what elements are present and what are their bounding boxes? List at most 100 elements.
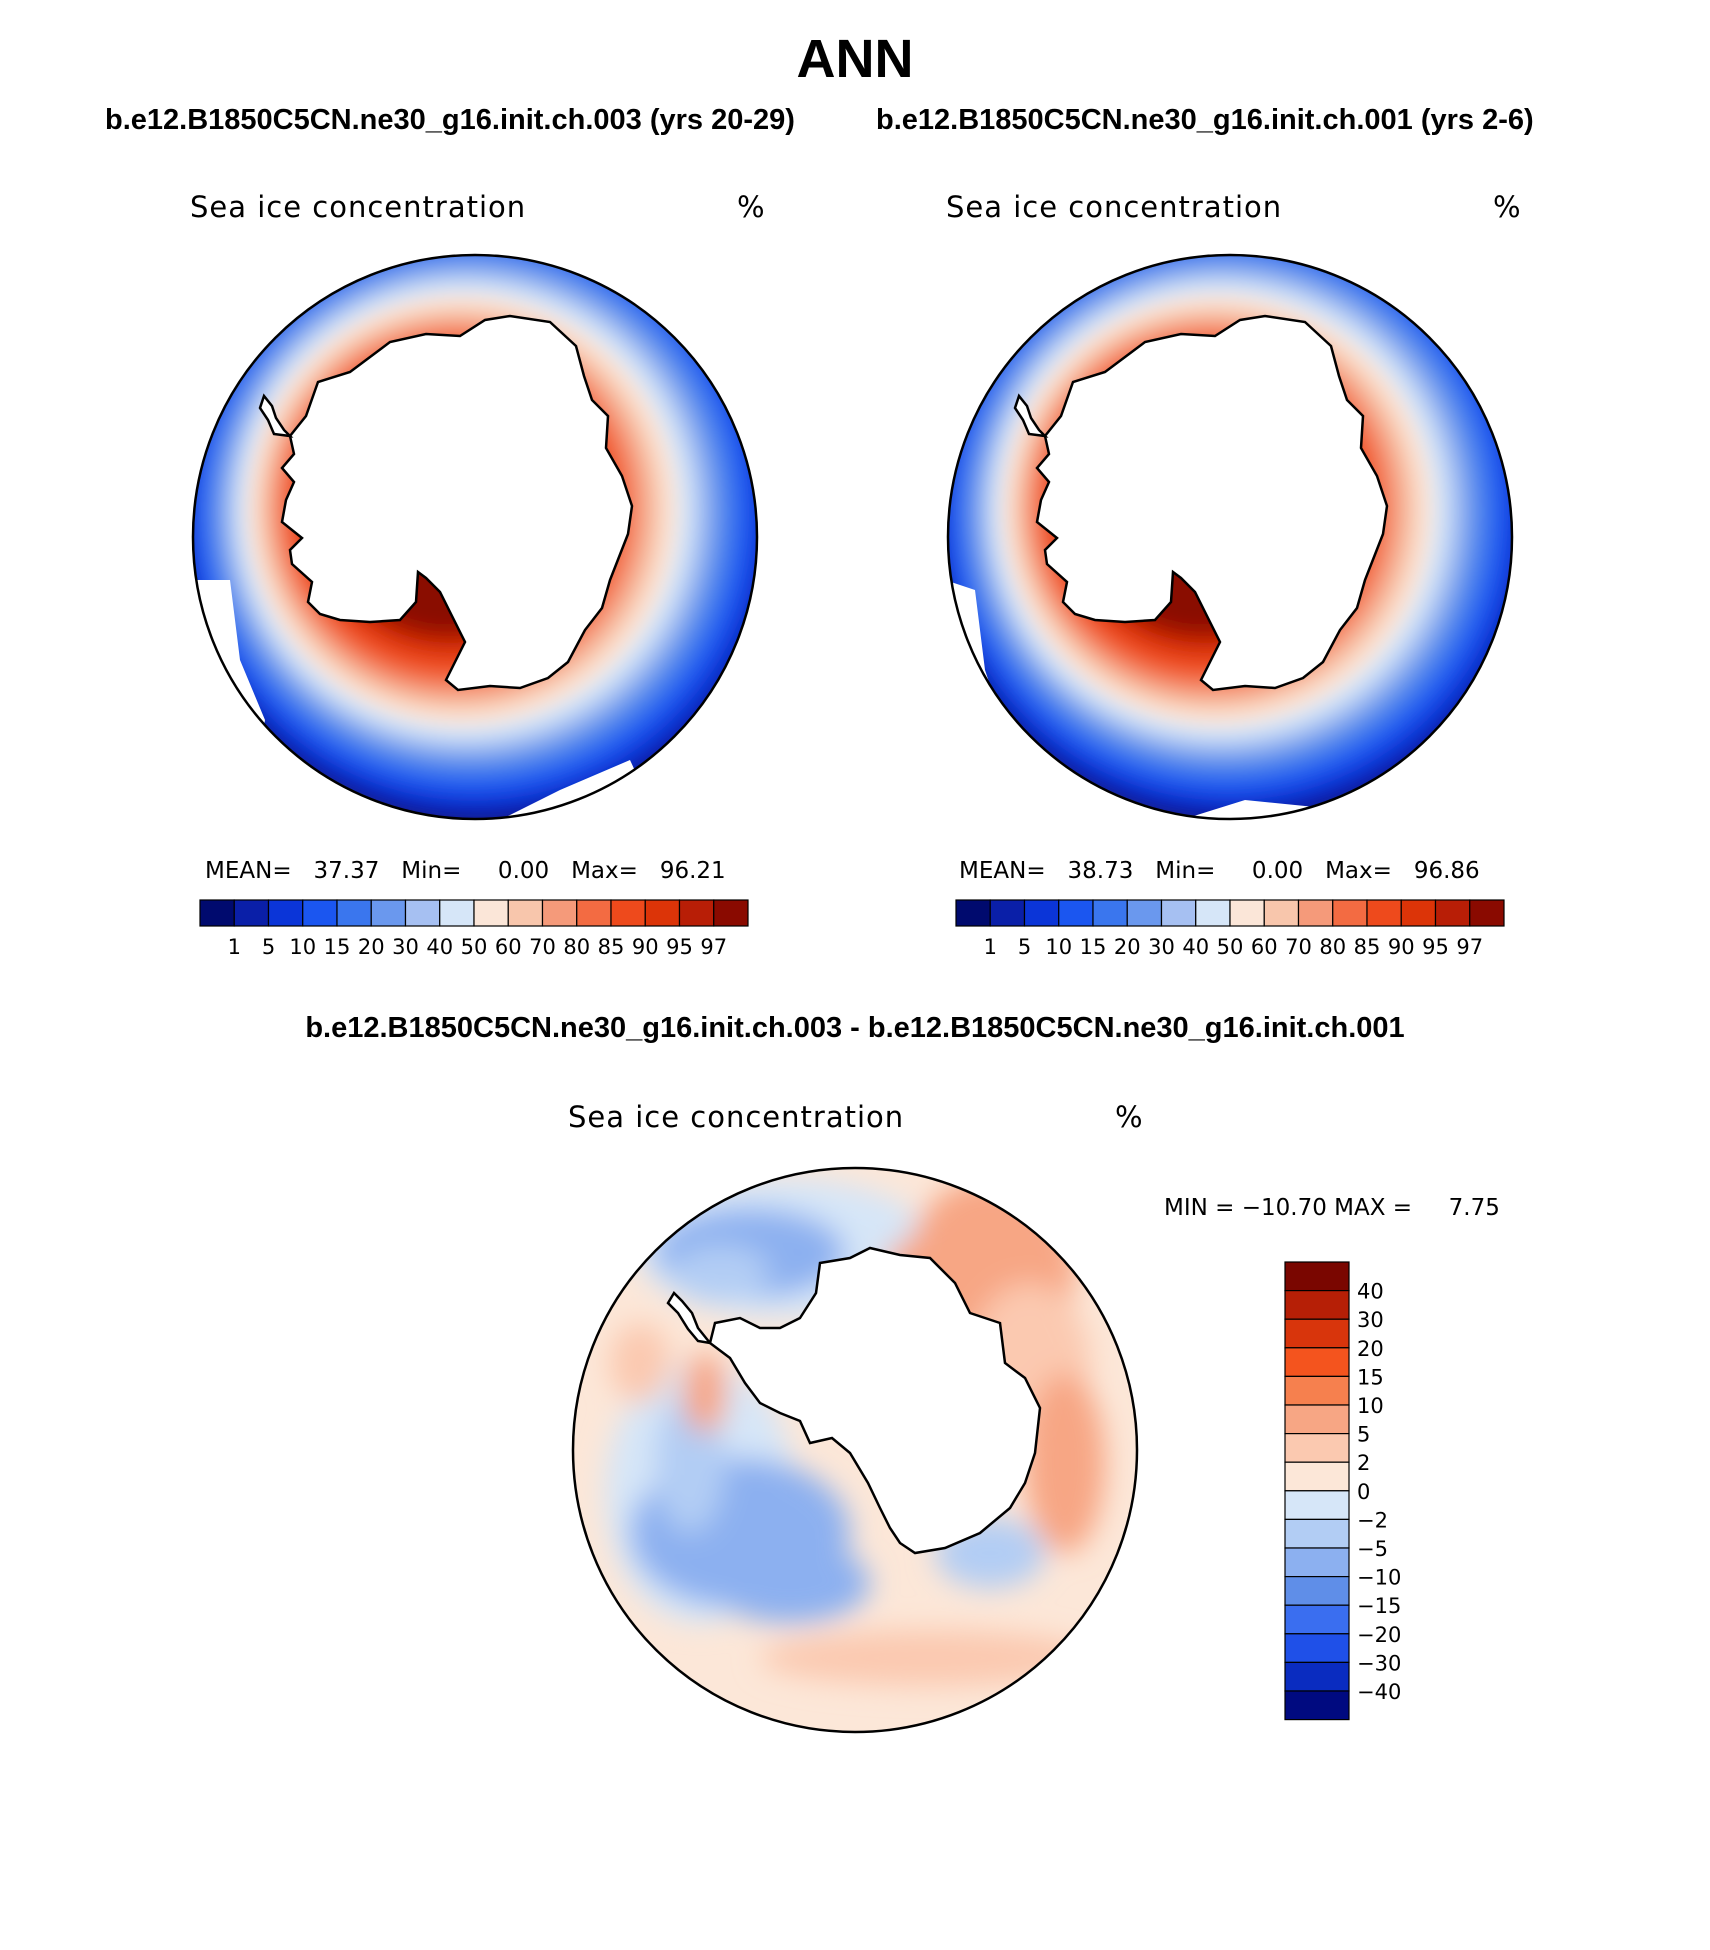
- diff-colorbar-box-4: [1284, 1375, 1350, 1406]
- colorbar-tick-label: 20: [1114, 935, 1141, 959]
- diff-colorbar-tick-label: 30: [1357, 1308, 1384, 1332]
- panel1-variable-label: Sea ice concentration: [190, 190, 527, 224]
- diff-variable-label: Sea ice concentration: [568, 1100, 905, 1134]
- panel2-colorbar: 1 5 10 15 20 30 40 50 60 70 80 85 90 95 97: [955, 899, 1505, 959]
- diff-colorbar-tick-label: 15: [1357, 1365, 1384, 1389]
- colorbar-box-3: [302, 899, 338, 927]
- colorbar-tick-label: 10: [1045, 935, 1072, 959]
- map2-antarctica: [1035, 314, 1389, 692]
- colorbar-box-7: [439, 899, 475, 927]
- panel1-stats: MEAN= 37.37 Min= 0.00 Max= 96.21: [205, 858, 726, 884]
- colorbar-box-13: [644, 899, 681, 927]
- map1-border: [191, 253, 759, 821]
- colorbar-box-9: [1263, 899, 1300, 927]
- colorbar-box-12: [610, 899, 646, 927]
- diff-colorbar-tick-label: −20: [1357, 1623, 1401, 1647]
- diff-anomaly-patches: [605, 1178, 1105, 1686]
- colorbar-box-7: [1195, 899, 1231, 927]
- panel1-colorbar: 1 5 10 15 20 30 40 50 60 70 80 85 90 95 97: [199, 899, 749, 959]
- colorbar-box-13: [1400, 899, 1437, 927]
- panel1-units-label: %: [737, 190, 766, 224]
- colorbar-box-4: [1092, 899, 1128, 927]
- diff-colorbar-box-0: [1284, 1261, 1350, 1292]
- colorbar-box-6: [1160, 899, 1197, 927]
- diff-colorbar-box-2: [1284, 1318, 1350, 1349]
- colorbar-box-1: [989, 899, 1026, 927]
- colorbar-tick-label: 85: [598, 935, 625, 959]
- diff-antarctica: [708, 1246, 1042, 1555]
- colorbar-box-12: [1366, 899, 1402, 927]
- colorbar-box-10: [1297, 899, 1334, 927]
- colorbar-tick-label: 95: [666, 935, 693, 959]
- diff-colorbar-tick-label: −30: [1357, 1651, 1401, 1675]
- panel2-sea-ice-map: [946, 253, 1514, 821]
- colorbar-tick-label: 90: [632, 935, 659, 959]
- colorbar-tick-label: 50: [1217, 935, 1244, 959]
- colorbar-tick-label: 50: [461, 935, 488, 959]
- diff-colorbar-tick-label: 10: [1357, 1394, 1384, 1418]
- diff-colorbar-box-5: [1284, 1404, 1350, 1435]
- diff-colorbar-tick-label: 0: [1357, 1480, 1370, 1504]
- diff-colorbar-tick-label: −10: [1357, 1566, 1401, 1590]
- colorbar-tick-label: 30: [392, 935, 419, 959]
- diff-colorbar-box-12: [1284, 1604, 1350, 1635]
- diff-colorbar-box-15: [1284, 1690, 1350, 1721]
- diff-colorbar-box-9: [1284, 1518, 1350, 1549]
- colorbar-tick-label: 97: [1456, 935, 1483, 959]
- colorbar-box-10: [541, 899, 578, 927]
- diff-colorbar-box-7: [1284, 1461, 1350, 1492]
- case-title-left: b.e12.B1850C5CN.ne30_g16.init.ch.003 (yr…: [105, 104, 795, 136]
- colorbar-box-11: [1332, 899, 1368, 927]
- case-title-right: b.e12.B1850C5CN.ne30_g16.init.ch.001 (yr…: [876, 104, 1534, 136]
- colorbar-box-1: [233, 899, 270, 927]
- colorbar-tick-label: 80: [1319, 935, 1346, 959]
- colorbar-tick-label: 30: [1148, 935, 1175, 959]
- diff-colorbar-box-10: [1284, 1547, 1350, 1578]
- diff-colorbar-box-11: [1284, 1576, 1350, 1606]
- colorbar-box-14: [678, 899, 715, 927]
- panel2-variable-label: Sea ice concentration: [946, 190, 1283, 224]
- diff-border: [571, 1166, 1139, 1734]
- colorbar-box-15: [1469, 899, 1505, 927]
- colorbar-tick-label: 40: [426, 935, 453, 959]
- colorbar-box-15: [713, 899, 749, 927]
- colorbar-tick-label: 60: [1251, 935, 1278, 959]
- diff-colorbar-box-13: [1284, 1633, 1350, 1663]
- diff-colorbar-tick-label: −5: [1357, 1537, 1388, 1561]
- colorbar-tick-label: 60: [495, 935, 522, 959]
- colorbar-tick-label: 1: [228, 935, 241, 959]
- diff-colorbar-box-6: [1284, 1433, 1350, 1463]
- colorbar-tick-label: 90: [1388, 935, 1415, 959]
- colorbar-tick-label: 95: [1422, 935, 1449, 959]
- colorbar-box-5: [370, 899, 407, 927]
- diff-colorbar-tick-label: 5: [1357, 1423, 1370, 1447]
- colorbar-box-8: [473, 899, 509, 927]
- diff-colorbar-tick-label: −15: [1357, 1594, 1401, 1618]
- colorbar-tick-label: 10: [289, 935, 316, 959]
- colorbar-tick-label: 20: [358, 935, 385, 959]
- colorbar-box-11: [576, 899, 612, 927]
- colorbar-box-8: [1229, 899, 1265, 927]
- colorbar-tick-label: 97: [700, 935, 727, 959]
- diff-colorbar-box-14: [1284, 1661, 1350, 1692]
- colorbar-box-4: [336, 899, 372, 927]
- colorbar-tick-label: 15: [324, 935, 351, 959]
- panel2-units-label: %: [1493, 190, 1522, 224]
- map1-antarctica: [280, 314, 634, 692]
- diff-colorbar-tick-label: 40: [1357, 1280, 1384, 1304]
- colorbar-tick-label: 15: [1080, 935, 1107, 959]
- colorbar-box-14: [1434, 899, 1471, 927]
- diff-colorbar-box-8: [1284, 1490, 1350, 1521]
- map1-peninsula: [258, 393, 294, 438]
- panel2-stats: MEAN= 38.73 Min= 0.00 Max= 96.86: [959, 858, 1480, 884]
- panel1-sea-ice-map: [191, 253, 759, 821]
- diff-colorbar-tick-label: 2: [1357, 1451, 1370, 1475]
- colorbar-box-2: [1023, 899, 1060, 927]
- diff-colorbar-box-3: [1284, 1347, 1350, 1378]
- map2-border: [946, 253, 1514, 821]
- map2-peninsula: [1013, 393, 1049, 438]
- colorbar-tick-label: 1: [984, 935, 997, 959]
- colorbar-box-9: [507, 899, 544, 927]
- colorbar-tick-label: 5: [1018, 935, 1031, 959]
- diff-units-label: %: [1115, 1100, 1144, 1134]
